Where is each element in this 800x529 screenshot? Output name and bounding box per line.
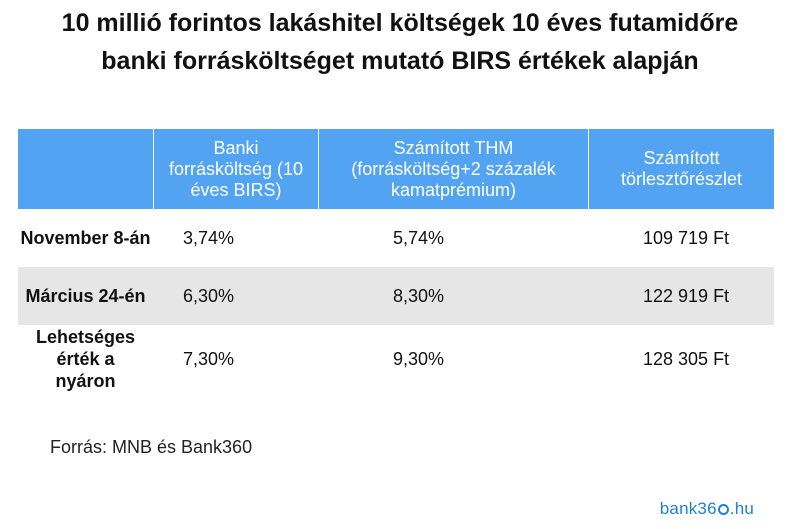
- funding-cost-value: 6,30%: [183, 286, 235, 306]
- installment-value: 128 305 Ft: [643, 349, 730, 369]
- funding-cost-value: 7,30%: [183, 349, 235, 369]
- installment-value: 122 919 Ft: [643, 286, 730, 306]
- title-line-1: 10 millió forintos lakáshitel költségek …: [61, 9, 739, 37]
- logo-text-end: hu: [734, 499, 754, 518]
- header-thm-label: Számított THM (forrásköltség+2 százalék …: [351, 137, 556, 200]
- row-label: November 8-án: [20, 228, 151, 248]
- thm-value: 8,30%: [393, 286, 445, 306]
- title-line-2: banki forrásköltséget mutató BIRS értéke…: [101, 47, 699, 75]
- row-label: Lehetséges érték a nyáron: [18, 325, 153, 393]
- logo-text-start: bank36: [659, 499, 717, 518]
- logo-circle-icon: [717, 504, 729, 515]
- table-row: Március 24-én 6,30% 8,30% 122 919 Ft: [18, 267, 774, 325]
- bank360-logo: bank36 .hu: [660, 499, 754, 519]
- row-label-text: Lehetséges érték a nyáron: [35, 327, 136, 391]
- header-cell-empty: [18, 129, 153, 209]
- header-funding-cost-label: Banki forrásköltség (10 éves BIRS): [168, 137, 304, 200]
- header-installment-label: Számított törlesztőrészlet: [620, 148, 743, 189]
- row-label: Március 24-én: [25, 286, 146, 306]
- header-cell-installment: Számított törlesztőrészlet: [588, 129, 774, 209]
- thm-value: 9,30%: [393, 349, 445, 369]
- table-row: November 8-án 3,74% 5,74% 109 719 Ft: [18, 209, 774, 267]
- header-cell-thm: Számított THM (forrásköltség+2 százalék …: [318, 129, 588, 209]
- logo-separator: .: [729, 499, 735, 518]
- source-note: Forrás: MNB és Bank360: [50, 437, 253, 457]
- funding-cost-value: 3,74%: [183, 228, 235, 248]
- thm-value: 5,74%: [393, 228, 445, 248]
- page-title: 10 millió forintos lakáshitel költségek …: [0, 4, 800, 80]
- table-header-row: Banki forrásköltség (10 éves BIRS) Számí…: [18, 129, 774, 209]
- installment-value: 109 719 Ft: [643, 228, 730, 248]
- cost-table: Banki forrásköltség (10 éves BIRS) Számí…: [18, 129, 774, 393]
- header-cell-funding-cost: Banki forrásköltség (10 éves BIRS): [153, 129, 318, 209]
- table-row: Lehetséges érték a nyáron 7,30% 9,30% 12…: [18, 325, 774, 393]
